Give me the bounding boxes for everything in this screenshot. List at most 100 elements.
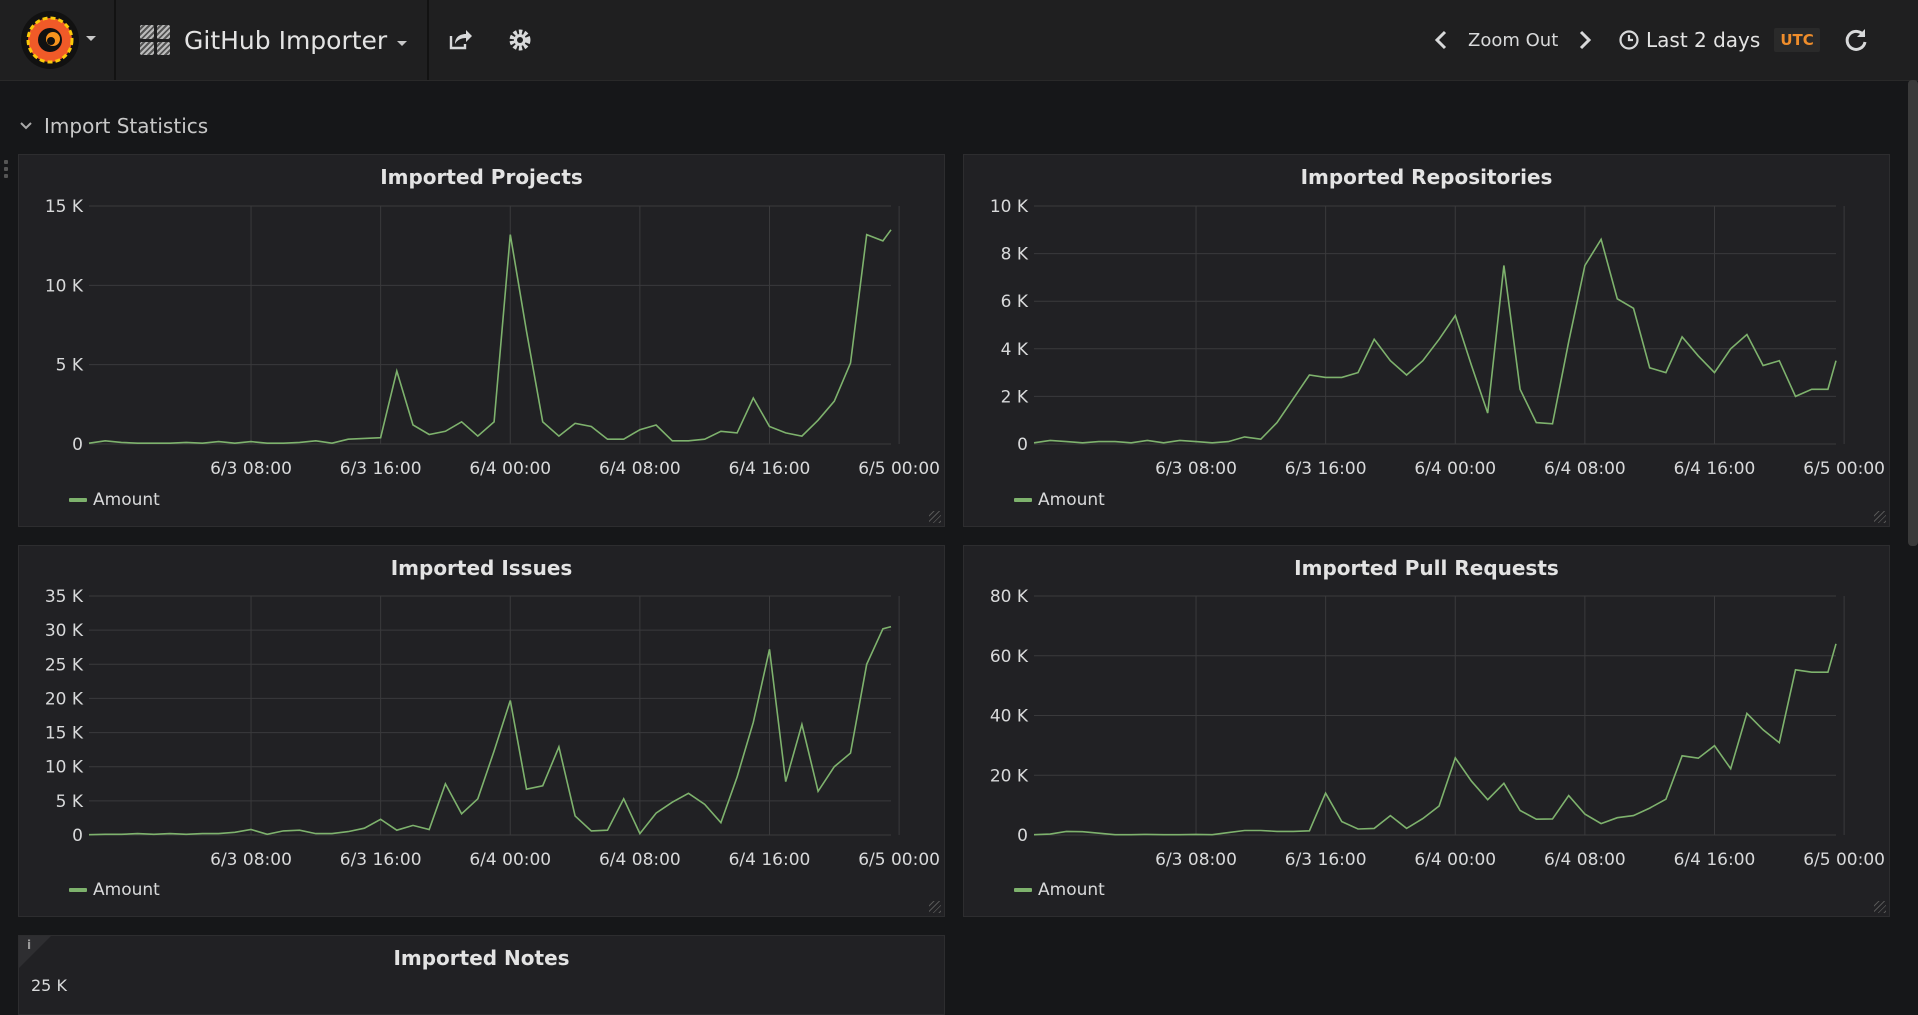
x-tick-label: 6/3 16:00	[1285, 850, 1367, 870]
x-tick-label: 6/5 00:00	[1803, 459, 1885, 479]
dashboard-grid-icon	[140, 25, 170, 55]
y-tick-label: 35 K	[45, 587, 84, 607]
panel-title[interactable]: Imported Issues	[390, 556, 573, 580]
resize-handle[interactable]	[929, 511, 941, 523]
x-tick-label: 6/5 00:00	[858, 459, 940, 479]
legend-item[interactable]: Amount	[69, 490, 160, 510]
y-tick-label: 15 K	[45, 197, 84, 217]
y-tick-label: 10 K	[990, 197, 1029, 217]
y-tick-label: 2 K	[1001, 387, 1029, 407]
y-tick-label: 60 K	[990, 647, 1029, 667]
x-tick-label: 6/3 16:00	[340, 850, 422, 870]
line-chart: 0 20 K 40 K 60 K 80 K 6/3 08:00 6/3 16:00 6/4 0…	[990, 587, 1885, 870]
panel-imported-issues: Imported Issues 0 5 K 10 K 15 K 20 K 25 K 30 K…	[18, 545, 945, 917]
settings-gear-icon	[509, 29, 531, 51]
legend-item[interactable]: Amount	[1014, 490, 1105, 510]
resize-handle[interactable]	[929, 901, 941, 913]
y-tick-label: 6 K	[1001, 292, 1029, 312]
chevron-down-icon	[397, 40, 408, 46]
refresh-icon	[1845, 29, 1867, 51]
x-tick-label: 6/4 08:00	[1544, 850, 1626, 870]
x-tick-label: 6/4 16:00	[729, 850, 811, 870]
series-line-amount	[88, 625, 892, 836]
panel-imported-projects: Imported Projects 0 5 K 10 K 15 K 6/3 08:00 6…	[18, 154, 945, 527]
series-line-amount	[88, 229, 892, 445]
info-corner[interactable]	[19, 936, 51, 968]
x-tick-label: 6/4 00:00	[469, 850, 551, 870]
legend-item[interactable]: Amount	[69, 880, 160, 900]
time-shift-forward-button[interactable]	[1566, 22, 1602, 58]
x-tick-label: 6/4 00:00	[1414, 459, 1496, 479]
x-tick-label: 6/3 16:00	[340, 459, 422, 479]
resize-handle[interactable]	[1874, 901, 1886, 913]
y-tick-label: 4 K	[1001, 340, 1029, 360]
dashboard-picker[interactable]: GitHub Importer	[140, 22, 408, 58]
panel-title[interactable]: Imported Pull Requests	[1294, 556, 1559, 580]
y-tick-label: 20 K	[990, 766, 1029, 786]
y-tick-label: 40 K	[990, 707, 1029, 727]
row-title: Import Statistics	[44, 114, 209, 138]
y-tick-label: 0	[1017, 826, 1028, 846]
time-shift-back-button[interactable]	[1424, 22, 1460, 58]
y-tick-label: 20 K	[45, 689, 84, 709]
share-button[interactable]	[441, 22, 477, 58]
series-line-amount	[1033, 643, 1837, 836]
zoom-controls: Zoom Out	[1424, 22, 1602, 58]
panel-title[interactable]: Imported Projects	[380, 165, 583, 189]
refresh-button[interactable]	[1838, 22, 1874, 58]
x-tick-label: 6/3 08:00	[210, 850, 292, 870]
zoom-out-button[interactable]: Zoom Out	[1468, 29, 1559, 51]
y-tick-label: 5 K	[56, 792, 84, 812]
divider	[114, 0, 116, 80]
dashboard-title: GitHub Importer	[184, 25, 388, 55]
legend-swatch	[1014, 888, 1032, 892]
y-tick-label: 0	[72, 435, 83, 455]
info-icon: i	[27, 938, 32, 952]
x-tick-label: 6/3 16:00	[1285, 459, 1367, 479]
line-chart: 0 5 K 10 K 15 K 20 K 25 K 30 K 35 K 6/3 08:00 6/3…	[45, 587, 940, 870]
legend-swatch	[69, 888, 87, 892]
x-tick-label: 6/4 08:00	[599, 459, 681, 479]
chevron-down-icon	[86, 36, 96, 41]
x-tick-label: 6/5 00:00	[858, 850, 940, 870]
settings-button[interactable]	[502, 22, 538, 58]
panel-title[interactable]: Imported Repositories	[1300, 165, 1553, 189]
chevron-right-icon	[1580, 30, 1592, 50]
panel-imported-repositories: Imported Repositories 0 2 K 4 K 6 K 8 K 10 K 6…	[963, 154, 1890, 527]
x-tick-label: 6/3 08:00	[1155, 850, 1237, 870]
clock-icon	[1619, 30, 1639, 50]
share-icon	[449, 30, 472, 50]
x-tick-label: 6/4 16:00	[729, 459, 811, 479]
x-tick-label: 6/4 08:00	[1544, 459, 1626, 479]
row-drag-handle[interactable]	[4, 160, 10, 186]
y-tick-label: 0	[72, 826, 83, 846]
line-chart: 0 5 K 10 K 15 K 6/3 08:00 6/3 16:00 6/4 00:00 6…	[45, 197, 940, 479]
legend-item[interactable]: Amount	[1014, 880, 1105, 900]
y-tick-label: 25 K	[31, 976, 67, 995]
row-header[interactable]: Import Statistics	[18, 112, 208, 140]
panel-title[interactable]: Imported Notes	[393, 946, 570, 970]
x-tick-label: 6/4 00:00	[469, 459, 551, 479]
x-tick-label: 6/3 08:00	[1155, 459, 1237, 479]
y-tick-label: 30 K	[45, 621, 84, 641]
resize-handle[interactable]	[1874, 511, 1886, 523]
time-range-picker[interactable]: Last 2 days UTC	[1618, 22, 1820, 58]
divider	[427, 0, 429, 80]
x-tick-label: 6/4 16:00	[1674, 850, 1756, 870]
legend-swatch	[69, 498, 87, 502]
chevron-left-icon	[1434, 30, 1447, 50]
top-navbar: GitHub Importer Zoom Out	[0, 0, 1918, 81]
y-tick-label: 0	[1017, 435, 1028, 455]
panel-imported-notes: i Imported Notes 25 K	[18, 935, 945, 1015]
y-tick-label: 10 K	[45, 758, 84, 778]
y-tick-label: 80 K	[990, 587, 1029, 607]
legend-label: Amount	[93, 880, 160, 900]
legend-label: Amount	[93, 490, 160, 510]
page-scrollbar[interactable]	[1908, 80, 1918, 546]
x-tick-label: 6/5 00:00	[1803, 850, 1885, 870]
y-tick-label: 5 K	[56, 356, 84, 376]
panel-imported-pull-requests: Imported Pull Requests 0 20 K 40 K 60 K 80 K…	[963, 545, 1890, 917]
x-tick-label: 6/4 08:00	[599, 850, 681, 870]
grafana-menu-button[interactable]	[18, 9, 108, 71]
line-chart: 0 2 K 4 K 6 K 8 K 10 K 6/3 08:00 6/3 16:00 6/4 0…	[990, 197, 1885, 479]
